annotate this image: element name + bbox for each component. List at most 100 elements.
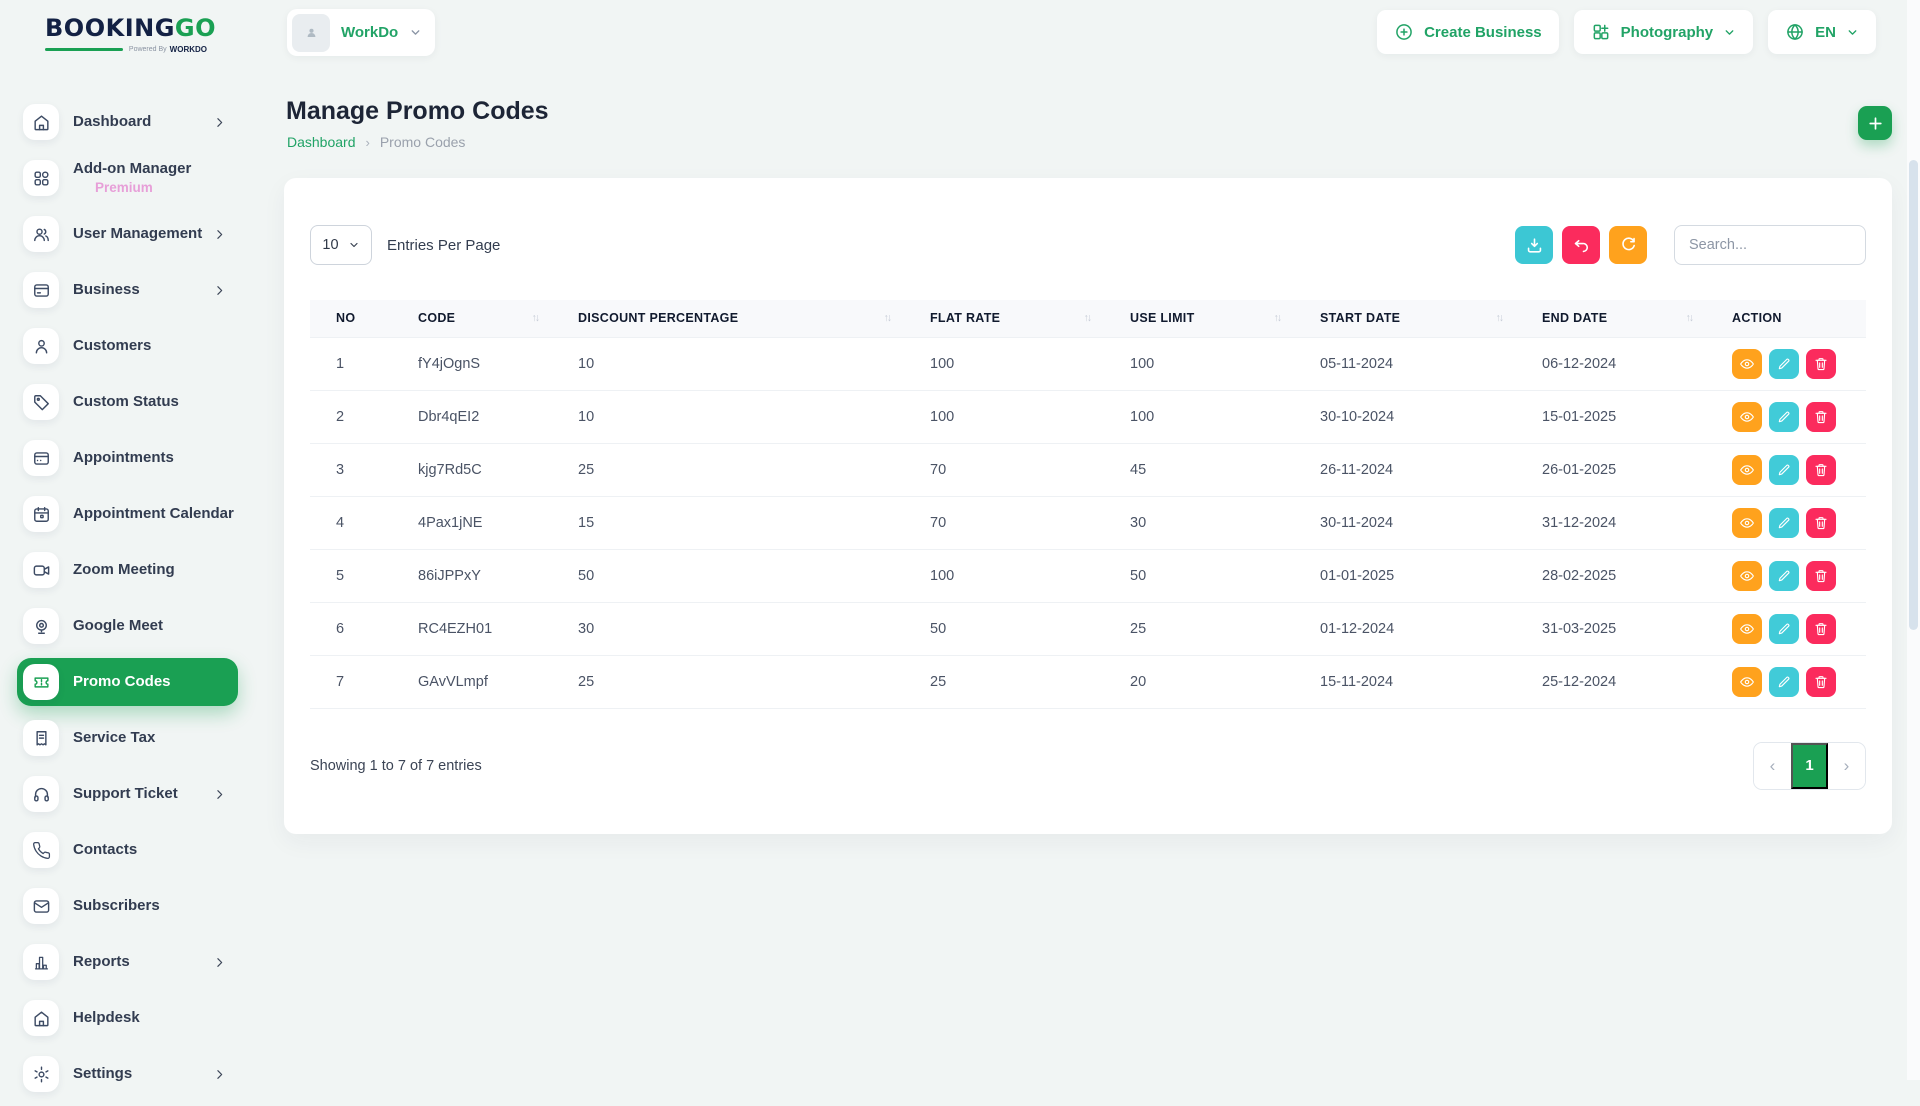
edit-button[interactable] — [1769, 561, 1799, 591]
column-label: NO — [336, 311, 355, 325]
sidebar-item-label: Google Meet — [73, 616, 163, 636]
sidebar-item-zoom-meeting[interactable]: Zoom Meeting — [17, 546, 238, 594]
delete-button[interactable] — [1806, 614, 1836, 644]
sidebar-item-label: Add-on Manager — [73, 159, 191, 179]
create-business-button[interactable]: Create Business — [1377, 10, 1559, 54]
column-header-start-date[interactable]: START DATE ↑↓ — [1296, 300, 1518, 337]
previous-page-button[interactable]: ‹ — [1754, 743, 1791, 789]
column-label: CODE — [418, 311, 455, 325]
column-header-action: ACTION — [1708, 300, 1866, 337]
cell-discount-percentage: 15 — [554, 496, 906, 549]
sidebar-item-dashboard[interactable]: Dashboard — [17, 98, 238, 146]
cell-action — [1708, 655, 1866, 708]
sidebar-item-contacts[interactable]: Contacts — [17, 826, 238, 874]
delete-button[interactable] — [1806, 561, 1836, 591]
page-scrollbar[interactable] — [1907, 0, 1920, 1080]
delete-button[interactable] — [1806, 349, 1836, 379]
sort-icon: ↑↓ — [1686, 312, 1693, 324]
sort-icon: ↑↓ — [1274, 312, 1281, 324]
sidebar-item-appointment-calendar[interactable]: Appointment Calendar — [17, 490, 238, 538]
sidebar-item-label: Zoom Meeting — [73, 560, 175, 580]
sidebar-item-add-on-manager[interactable]: Add-on Manager Premium — [17, 154, 238, 202]
sidebar-item-customers[interactable]: Customers — [17, 322, 238, 370]
home-icon — [23, 104, 59, 140]
sidebar-item-google-meet[interactable]: Google Meet — [17, 602, 238, 650]
view-button[interactable] — [1732, 614, 1762, 644]
undo-icon — [1572, 236, 1591, 255]
sidebar-item-helpdesk[interactable]: Helpdesk — [17, 994, 238, 1042]
cell-start-date: 05-11-2024 — [1296, 337, 1518, 390]
breadcrumb-dashboard-link[interactable]: Dashboard — [287, 134, 356, 150]
cell-flat-rate: 70 — [906, 443, 1106, 496]
view-button[interactable] — [1732, 349, 1762, 379]
workspace-selector[interactable]: WorkDo — [287, 9, 435, 56]
edit-button[interactable] — [1769, 349, 1799, 379]
column-header-end-date[interactable]: END DATE ↑↓ — [1518, 300, 1708, 337]
column-header-code[interactable]: CODE ↑↓ — [394, 300, 554, 337]
view-button[interactable] — [1732, 667, 1762, 697]
webcam-icon — [23, 608, 59, 644]
logo-underline — [45, 48, 123, 51]
table-row: 7 GAvVLmpf 25 25 20 15-11-2024 25-12-202… — [310, 655, 1866, 708]
scrollbar-thumb[interactable] — [1909, 160, 1918, 630]
sidebar-item-user-management[interactable]: User Management — [17, 210, 238, 258]
view-button[interactable] — [1732, 402, 1762, 432]
sidebar-item-custom-status[interactable]: Custom Status — [17, 378, 238, 426]
sidebar-item-business[interactable]: Business — [17, 266, 238, 314]
table-header-row: NO CODE ↑↓ DISCOUNT PERCENTAGE ↑↓ FLAT R… — [310, 300, 1866, 337]
receipt-icon — [23, 720, 59, 756]
sidebar-item-support-ticket[interactable]: Support Ticket — [17, 770, 238, 818]
edit-button[interactable] — [1769, 508, 1799, 538]
sidebar-item-subscribers[interactable]: Subscribers — [17, 882, 238, 930]
add-promo-code-button[interactable] — [1858, 106, 1892, 140]
entries-per-page-select[interactable]: 10 — [310, 225, 372, 265]
cell-end-date: 25-12-2024 — [1518, 655, 1708, 708]
download-icon — [1525, 236, 1544, 255]
sidebar-item-settings[interactable]: Settings — [17, 1050, 238, 1098]
column-header-flat-rate[interactable]: FLAT RATE ↑↓ — [906, 300, 1106, 337]
business-type-selector[interactable]: Photography — [1574, 10, 1754, 54]
sidebar-item-reports[interactable]: Reports — [17, 938, 238, 986]
sidebar-item-service-tax[interactable]: Service Tax — [17, 714, 238, 762]
delete-button[interactable] — [1806, 402, 1836, 432]
cell-end-date: 06-12-2024 — [1518, 337, 1708, 390]
sidebar-item-promo-codes[interactable]: Promo Codes — [17, 658, 238, 706]
edit-button[interactable] — [1769, 614, 1799, 644]
app-logo[interactable]: BOOKINGGO Powered By WORKDO — [45, 14, 207, 54]
edit-button[interactable] — [1769, 455, 1799, 485]
cell-start-date: 01-01-2025 — [1296, 549, 1518, 602]
plus-icon — [1867, 115, 1884, 132]
sidebar-item-appointments[interactable]: Appointments — [17, 434, 238, 482]
view-button[interactable] — [1732, 455, 1762, 485]
cell-flat-rate: 100 — [906, 337, 1106, 390]
current-page-button[interactable]: 1 — [1791, 743, 1828, 789]
cell-flat-rate: 25 — [906, 655, 1106, 708]
delete-button[interactable] — [1806, 667, 1836, 697]
users-icon — [23, 216, 59, 252]
column-header-use-limit[interactable]: USE LIMIT ↑↓ — [1106, 300, 1296, 337]
page-title: Manage Promo Codes — [286, 97, 549, 126]
column-label: USE LIMIT — [1130, 311, 1195, 325]
language-label: EN — [1815, 24, 1836, 41]
view-button[interactable] — [1732, 508, 1762, 538]
column-header-discount-percentage[interactable]: DISCOUNT PERCENTAGE ↑↓ — [554, 300, 906, 337]
grid-icon — [23, 160, 59, 196]
edit-button[interactable] — [1769, 402, 1799, 432]
view-button[interactable] — [1732, 561, 1762, 591]
cell-start-date: 30-10-2024 — [1296, 390, 1518, 443]
export-button[interactable] — [1515, 226, 1553, 264]
cell-code: GAvVLmpf — [394, 655, 554, 708]
cell-action — [1708, 390, 1866, 443]
refresh-button[interactable] — [1609, 226, 1647, 264]
header-actions: Create Business Photography EN — [1377, 10, 1876, 54]
next-page-button[interactable]: › — [1828, 743, 1865, 789]
sort-icon: ↑↓ — [884, 312, 891, 324]
language-selector[interactable]: EN — [1768, 10, 1876, 54]
search-input[interactable] — [1674, 225, 1866, 265]
delete-button[interactable] — [1806, 455, 1836, 485]
reset-button[interactable] — [1562, 226, 1600, 264]
breadcrumb-separator: › — [366, 135, 370, 150]
cell-no: 5 — [310, 549, 394, 602]
delete-button[interactable] — [1806, 508, 1836, 538]
edit-button[interactable] — [1769, 667, 1799, 697]
